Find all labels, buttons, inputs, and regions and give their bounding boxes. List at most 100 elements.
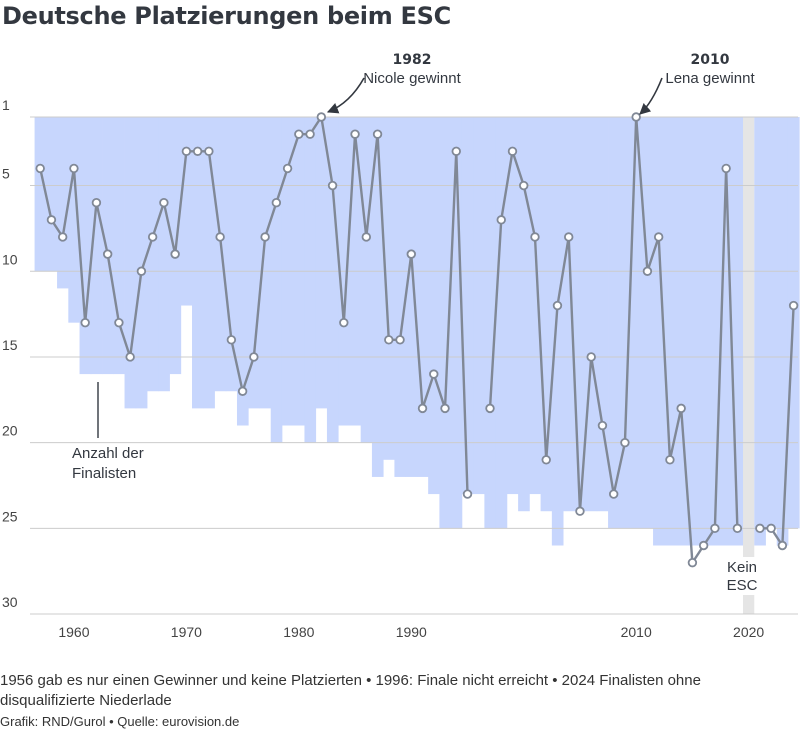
finalists-bar-2007 [596,117,609,512]
placement-point-1995 [462,489,473,499]
finalists-bar-1997 [484,117,497,529]
placement-point-1963 [102,249,113,259]
finalists-bar-1964 [113,117,125,375]
finalists-bar-1958 [45,117,58,272]
placement-markers [35,112,799,568]
placement-point-2007 [597,420,608,431]
y-tick-label-1: 1 [2,97,10,113]
placement-point-2000 [519,180,529,191]
finalists-bar-2003 [551,117,564,546]
finalists-bar-1973 [214,117,227,392]
finalists-bar-2023 [776,117,789,546]
placement-point-1997 [485,403,495,414]
placement-point-1974 [226,335,237,345]
page-title: Deutsche Platzierungen beim ESC [2,2,451,30]
placement-point-1977 [260,232,270,242]
x-tick-label-1980: 1980 [283,624,314,640]
placement-point-2006 [586,352,596,362]
finalists-bar-1989 [394,117,407,477]
finalists-bar-2021 [754,117,766,546]
placement-point-1958 [46,215,57,225]
placement-point-1983 [327,180,338,191]
finalists-bar-1976 [248,117,260,409]
placement-point-1971 [192,146,203,156]
placement-point-1998 [496,215,506,225]
placement-point-1990 [406,249,416,259]
finalists-bar-1990 [405,117,418,477]
no-esc-label-line2: ESC [727,577,758,594]
finalists-bar-1959 [57,117,69,289]
x-tick-label-1970: 1970 [171,624,202,640]
placement-point-1979 [282,163,293,174]
finalists-bar-1977 [259,117,272,409]
finalists-bar-1993 [439,117,452,529]
finalists-bar-1962 [90,117,103,375]
placement-point-2017 [710,523,720,534]
placement-point-1987 [372,129,383,139]
placement-point-2001 [530,232,540,242]
placement-line-segment-2 [759,305,795,547]
placement-point-2023 [777,540,788,551]
finalists-bar-1995 [461,117,474,495]
y-tick-label-30: 30 [2,594,18,610]
placement-point-2014 [676,403,686,414]
annotation-2010-arrow [639,77,663,115]
finalists-bar-2000 [518,117,530,512]
finalists-bar-2013 [664,117,676,546]
x-tick-label-2010: 2010 [621,624,652,640]
placement-point-1968 [159,197,169,208]
footnote: 1956 gab es nur einen Gewinner und keine… [0,672,701,709]
finalists-bar-1968 [158,117,170,392]
finalists-bar-1963 [102,117,114,375]
annotation-2010-year: 2010 [691,52,730,68]
placement-point-1964 [114,317,124,328]
placement-point-2018 [721,163,731,174]
finalists-bar-1966 [135,117,148,409]
finalists-bar-2022 [765,117,778,529]
x-tick-label-2020: 2020 [733,624,764,640]
placement-point-2011 [642,266,653,276]
placement-point-1989 [395,335,405,345]
placement-point-2013 [665,455,675,465]
finalists-bar-1970 [180,117,193,306]
finalists-bar-1972 [203,117,215,409]
y-tick-label-20: 20 [2,423,18,439]
finalists-label-line1: Anzahl der [72,445,144,462]
placement-point-1988 [384,335,394,345]
placement-point-2004 [564,232,574,242]
no-esc-label-line1: Kein [727,559,757,576]
finalists-bar-1991 [416,117,429,477]
finalists-bar-1994 [450,117,463,529]
x-tick-label-1960: 1960 [58,624,89,640]
finalists-bar-1961 [79,117,92,375]
grid-layer [30,116,798,615]
source-credit: Grafik: RND/Gurol • Quelle: eurovision.d… [0,714,240,729]
placement-point-1999 [507,146,518,156]
finalists-bar-2019 [731,117,744,546]
y-tick-label-25: 25 [2,508,18,524]
finalists-bar-2004 [563,117,575,512]
placement-point-1969 [170,249,180,259]
finalists-bar-2009 [619,117,631,529]
finalists-bar-1965 [124,117,137,409]
placement-point-1966 [136,266,147,276]
placement-point-2021 [755,523,765,534]
x-axis: 1960 1970 1980 1990 2010 2020 [58,624,764,640]
placement-point-1957 [35,163,45,174]
placement-point-1973 [215,232,225,242]
placement-point-1980 [294,129,304,139]
finalists-bar-1957 [34,117,47,272]
finalists-bar-2010 [630,117,643,529]
placement-point-1959 [57,232,68,242]
placement-point-2005 [575,506,585,516]
finalists-bar-2017 [709,117,721,546]
finalists-bar-2018 [720,117,733,546]
placement-point-2012 [653,232,664,242]
finalists-bar-1971 [192,117,204,409]
placement-point-1982 [316,112,327,122]
y-tick-label-5: 5 [2,166,10,182]
finalists-bar-2008 [608,117,620,529]
annotations: 1982 Nicole gewinnt 2010 Lena gewinnt An… [72,52,763,595]
